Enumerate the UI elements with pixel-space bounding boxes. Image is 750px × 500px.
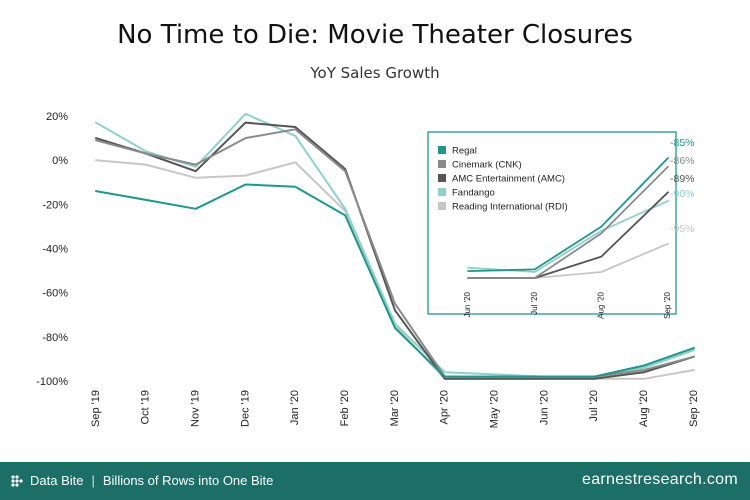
- footer-tagline: Billions of Rows into One Bite: [102, 473, 274, 488]
- inset-series-line-cinemark-cnk: [467, 165, 669, 279]
- y-axis-tick-labels: 20% 0% -20% -40% -60% -80% -100%: [36, 111, 68, 388]
- grid-dots-icon: [11, 474, 23, 487]
- inset-x-tick-label: Aug '20: [596, 291, 605, 318]
- x-axis-tick-labels: Sep '19 Oct '19 Nov '19 Dec '19 Jan '20 Feb '…: [90, 390, 700, 428]
- x-tick-label: Mar '20: [389, 390, 401, 426]
- end-label-fandango: -90%: [670, 188, 695, 200]
- footer-separator: |: [91, 473, 95, 488]
- x-tick-label: Dec '19: [239, 390, 251, 427]
- inset-frame: [427, 131, 677, 315]
- x-tick-label: Jul '20: [588, 390, 600, 421]
- legend-swatch-amc-entertainment-amc: [438, 174, 446, 182]
- inset-x-tick-label: Jul '20: [530, 291, 539, 314]
- x-tick-label: Jun '20: [538, 390, 550, 425]
- legend-label-cinemark-cnk: Cinemark (CNK): [452, 160, 522, 171]
- y-tick-label: 0%: [52, 155, 68, 167]
- y-tick-label: -80%: [42, 332, 68, 344]
- x-tick-label: Sep '19: [90, 390, 102, 427]
- end-label-cinemark-cnk: -86%: [670, 155, 695, 167]
- y-tick-label: -40%: [42, 244, 68, 256]
- inset-x-axis-tick-labels: Jun '20 Jul '20 Aug '20 Sep '20: [463, 291, 672, 318]
- inset-legend: Regal Cinemark (CNK) AMC Entertainment (AM…: [438, 146, 568, 213]
- x-tick-label: May '20: [489, 390, 501, 428]
- inset-x-tick-label: Jun '20: [463, 291, 472, 317]
- series-line-regal: [95, 183, 695, 378]
- footer-brand: Data Bite | Billions of Rows into One Bi…: [10, 473, 273, 488]
- y-tick-label: -100%: [36, 376, 68, 388]
- footer-bar: Data Bite | Billions of Rows into One Bi…: [0, 462, 750, 500]
- x-tick-label: Sep '20: [688, 390, 700, 427]
- y-tick-label: 20%: [46, 111, 68, 123]
- series-line-amc-entertainment-amc: [95, 121, 695, 380]
- legend-label-reading-international-rdi: Reading International (RDI): [452, 202, 568, 213]
- x-tick-label: Feb '20: [339, 390, 351, 426]
- legend-swatch-reading-international-rdi: [438, 202, 446, 210]
- chart-title: No Time to Die: Movie Theater Closures: [117, 20, 633, 50]
- line-chart: 20% 0% -20% -40% -60% -80% -100% Sep '19 Oct '1…: [36, 111, 700, 428]
- inset-chart: Regal Cinemark (CNK) AMC Entertainment (AM…: [427, 131, 695, 319]
- chart-subtitle: YoY Sales Growth: [310, 64, 440, 82]
- end-label-reading-international-rdi: -95%: [670, 223, 695, 235]
- inset-series-line-regal: [467, 157, 669, 273]
- x-tick-label: Apr '20: [439, 390, 451, 425]
- y-tick-label: -60%: [42, 288, 68, 300]
- x-tick-label: Nov '19: [190, 390, 202, 427]
- legend-swatch-fandango: [438, 188, 446, 196]
- legend-swatch-cinemark-cnk: [438, 160, 446, 168]
- footer-brand-name: Data Bite: [30, 473, 84, 488]
- legend-swatch-regal: [438, 146, 446, 154]
- legend-label-amc-entertainment-amc: AMC Entertainment (AMC): [452, 174, 565, 185]
- x-tick-label: Oct '19: [140, 390, 152, 425]
- end-label-regal: -85%: [670, 137, 695, 149]
- end-label-amc-entertainment-amc: -89%: [670, 173, 695, 185]
- legend-label-regal: Regal: [452, 146, 477, 157]
- y-tick-label: -20%: [42, 199, 68, 211]
- x-tick-label: Aug '20: [638, 390, 650, 427]
- inset-x-tick-label: Sep '20: [663, 291, 672, 318]
- inset-plot: [467, 157, 669, 279]
- main-plot: [95, 112, 695, 380]
- legend-label-fandango: Fandango: [452, 188, 495, 199]
- x-tick-label: Jan '20: [289, 390, 301, 425]
- footer-website: earnestresearch.com: [582, 471, 738, 488]
- inset-end-labels: -85% -86% -89% -90% -95%: [670, 137, 695, 235]
